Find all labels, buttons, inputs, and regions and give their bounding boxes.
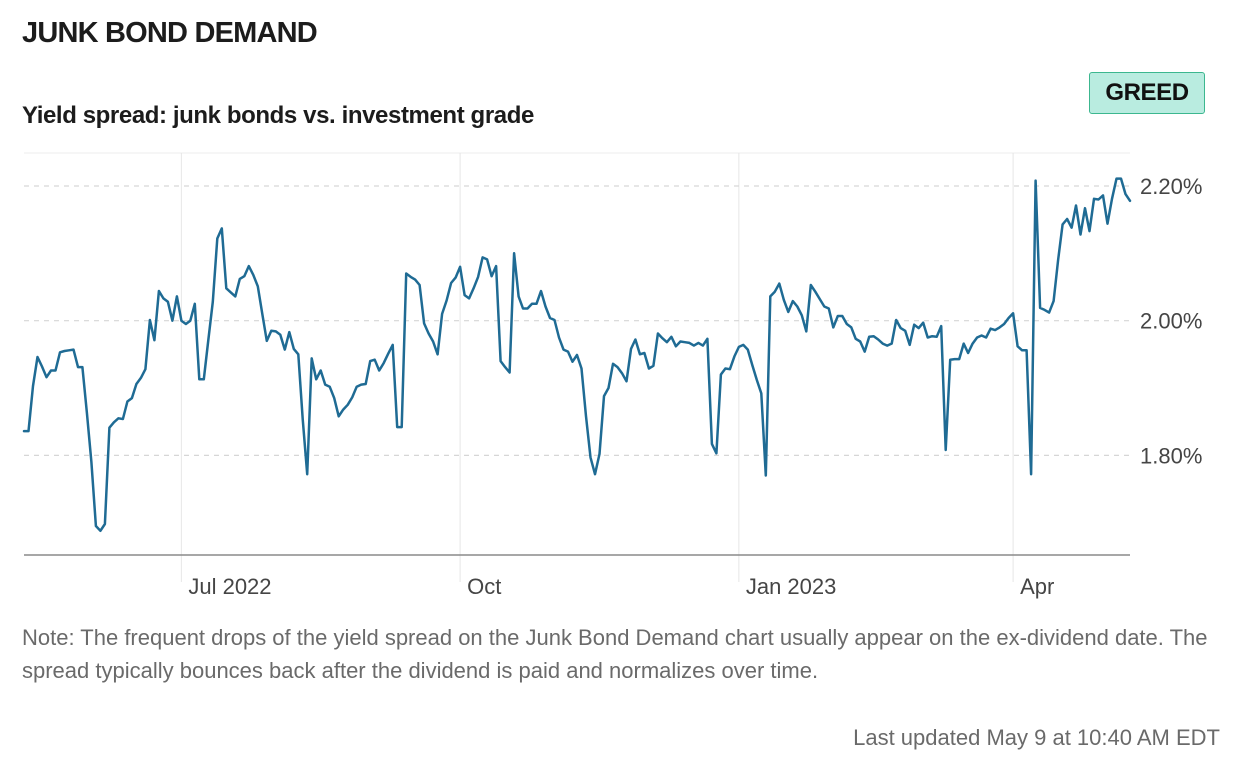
chart-grid (24, 152, 1130, 555)
junk-bond-line-chart: 2.20% 2.00% 1.80% Jul 2022 Oct Jan 2023 Apr (22, 152, 1202, 599)
chart-note: Note: The frequent drops of the yield sp… (22, 625, 1208, 683)
x-tick-label: Oct (467, 574, 501, 599)
x-tick-label: Jul 2022 (188, 574, 271, 599)
last-updated-timestamp: Last updated May 9 at 10:40 AM EDT (853, 725, 1220, 750)
y-tick-label: 2.20% (1140, 174, 1202, 199)
yield-spread-line (22, 177, 1132, 533)
x-tick-label: Jan 2023 (746, 574, 837, 599)
x-tick-label: Apr (1020, 574, 1054, 599)
y-axis: 2.20% 2.00% 1.80% (1140, 174, 1202, 468)
sentiment-badge: GREED (1089, 72, 1205, 114)
y-tick-label: 2.00% (1140, 309, 1202, 334)
chart-subtitle: Yield spread: junk bonds vs. investment … (22, 102, 534, 129)
page-title: JUNK BOND DEMAND (22, 17, 318, 49)
y-tick-label: 1.80% (1140, 443, 1202, 468)
x-axis: Jul 2022 Oct Jan 2023 Apr (24, 554, 1130, 599)
